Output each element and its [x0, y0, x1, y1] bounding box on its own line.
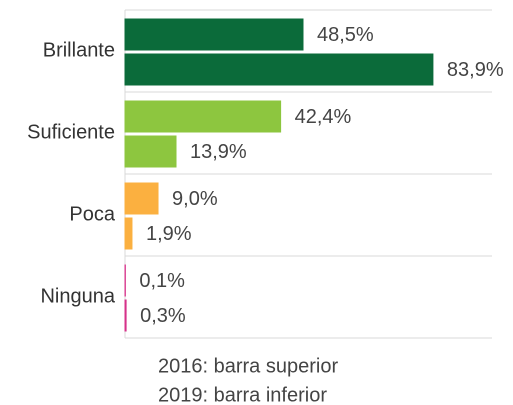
category-label: Ninguna	[40, 285, 115, 307]
annotation: 2019: barra inferior	[158, 384, 327, 405]
bar	[124, 182, 159, 215]
bar	[124, 100, 282, 133]
category-label: Poca	[69, 203, 115, 225]
bar	[124, 299, 127, 332]
value-label: 13,9%	[190, 141, 247, 163]
value-label: 0,3%	[140, 305, 186, 327]
value-label: 83,9%	[447, 59, 504, 81]
annotation: 2016: barra superior	[158, 355, 338, 377]
value-label: 9,0%	[172, 188, 218, 210]
value-label: 48,5%	[317, 24, 374, 46]
bar	[124, 18, 304, 51]
category-label: Suficiente	[27, 121, 115, 143]
value-label: 0,1%	[139, 270, 185, 292]
value-label: 1,9%	[146, 223, 192, 245]
category-label: Brillante	[43, 39, 115, 61]
bar	[124, 217, 133, 250]
bar	[124, 135, 177, 168]
bar	[124, 53, 434, 86]
value-label: 42,4%	[295, 106, 352, 128]
